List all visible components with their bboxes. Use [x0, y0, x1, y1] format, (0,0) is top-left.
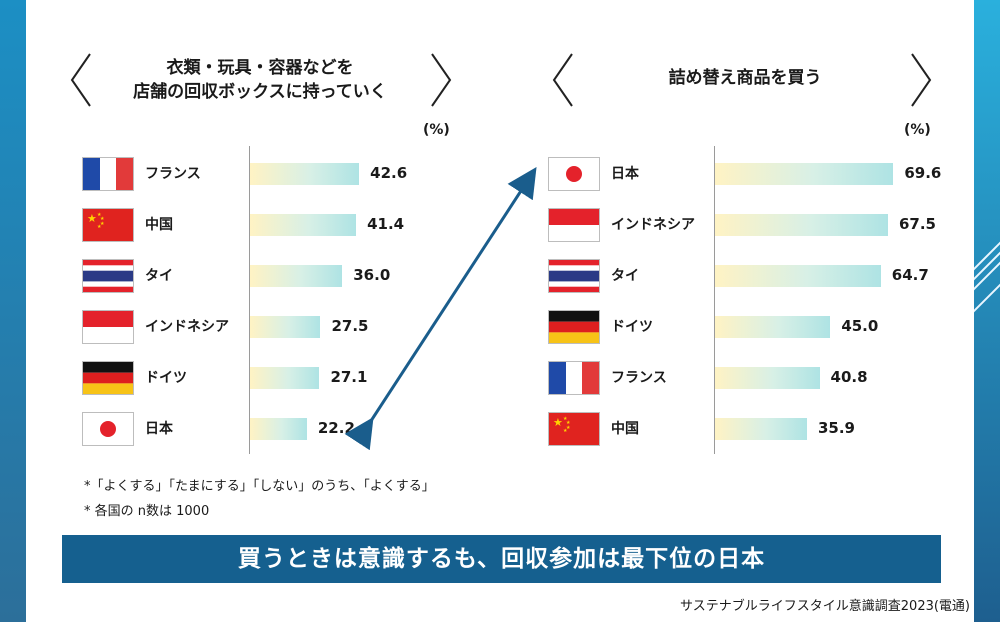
right-value-label: 35.9: [817, 419, 855, 437]
left-bar: [250, 316, 321, 338]
svg-text:★: ★: [97, 224, 102, 230]
right-bracket-open-icon: [552, 53, 573, 107]
right-value-label: 40.8: [830, 368, 868, 386]
right-value-label: 69.6: [904, 164, 942, 182]
svg-text:★: ★: [563, 428, 568, 434]
left-bar: [250, 163, 360, 185]
right-bar: [715, 367, 820, 389]
indonesia-flag: [549, 209, 599, 241]
right-category-label: 日本: [611, 166, 639, 182]
right-value-label: 64.7: [891, 266, 929, 284]
right-category-label: インドネシア: [611, 217, 695, 233]
left-chart-title: 衣類・玩具・容器などを 店舗の回収ボックスに持っていく: [100, 56, 420, 104]
left-category-label: 日本: [145, 421, 173, 437]
japan-flag: [549, 158, 599, 190]
china-flag: ★ ★ ★ ★ ★: [83, 209, 133, 241]
note-1: *「よくする」「たまにする」「しない」のうち、「よくする」: [84, 479, 435, 494]
conclusion-banner: 買うときは意識するも、回収参加は最下位の日本: [62, 535, 941, 583]
right-bar: [715, 316, 831, 338]
left-category-label: タイ: [145, 268, 173, 284]
thailand-flag: [549, 260, 599, 292]
left-unit-label: (%): [423, 122, 450, 138]
left-bar: [250, 367, 320, 389]
right-category-label: フランス: [611, 370, 667, 386]
svg-text:★: ★: [100, 221, 105, 227]
left-bracket-close-icon: [431, 53, 452, 107]
germany-flag: [83, 362, 133, 394]
japan-flag: [83, 413, 133, 445]
svg-text:★: ★: [566, 425, 571, 431]
left-bracket-open-icon: [70, 53, 91, 107]
svg-text:★: ★: [553, 416, 563, 429]
note-2: * 各国の n数は 1000: [84, 504, 210, 519]
right-bar: [715, 418, 807, 440]
right-bracket-close-icon: [911, 53, 932, 107]
right-unit-label: (%): [904, 122, 931, 138]
left-title-line-2: 店舗の回収ボックスに持っていく: [133, 82, 387, 102]
svg-text:★: ★: [566, 420, 571, 426]
right-value-label: 67.5: [898, 215, 936, 233]
right-bar: [715, 265, 881, 287]
right-chart-title: 詰め替え商品を買う: [580, 66, 910, 90]
right-edge-decoration: [974, 0, 1000, 622]
france-flag: [83, 158, 133, 190]
left-edge-decoration: [0, 0, 26, 622]
indonesia-flag: [83, 311, 133, 343]
right-value-label: 45.0: [841, 317, 879, 335]
thailand-flag: [83, 260, 133, 292]
right-category-label: ドイツ: [611, 319, 653, 335]
left-bar: [250, 214, 357, 236]
left-category-label: ドイツ: [145, 370, 187, 386]
left-bar: [250, 265, 343, 287]
right-category-label: タイ: [611, 268, 639, 284]
left-bar: [250, 418, 307, 440]
right-axis-line: [714, 146, 715, 454]
germany-flag: [549, 311, 599, 343]
left-axis-line: [249, 146, 250, 454]
source-credit: サステナブルライフスタイル意識調査2023(電通): [680, 599, 970, 614]
left-category-label: フランス: [145, 166, 201, 182]
svg-text:★: ★: [563, 416, 568, 422]
china-flag: ★ ★ ★ ★ ★: [549, 413, 599, 445]
left-category-label: インドネシア: [145, 319, 229, 335]
right-bar: [715, 163, 894, 185]
left-category-label: 中国: [145, 217, 173, 233]
right-bar: [715, 214, 888, 236]
right-category-label: 中国: [611, 421, 639, 437]
svg-text:★: ★: [87, 212, 97, 225]
svg-text:★: ★: [100, 216, 105, 222]
right-title-line-1: 詰め替え商品を買う: [668, 68, 822, 88]
svg-text:★: ★: [97, 212, 102, 218]
left-title-line-1: 衣類・玩具・容器などを: [166, 58, 354, 78]
france-flag: [549, 362, 599, 394]
